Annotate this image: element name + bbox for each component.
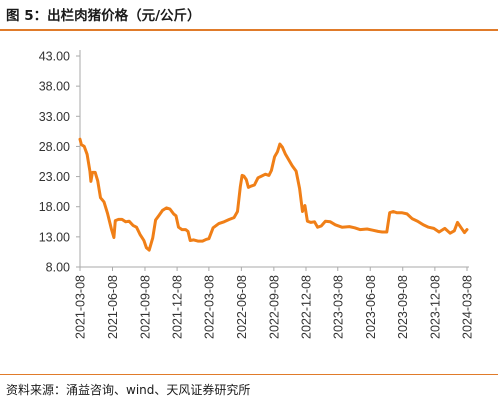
x-tick-label: 2021-09-08 (138, 275, 152, 339)
x-tick-label: 2021-06-08 (106, 275, 120, 339)
x-tick-label: 2023-03-08 (331, 275, 345, 339)
x-tick-label: 2022-12-08 (299, 275, 313, 339)
x-axis: 2021-03-08 2021-06-08 2021-09-08 2021-12-08… (74, 266, 475, 339)
y-tick-label: 28.00 (39, 140, 70, 154)
y-tick-label: 43.00 (39, 50, 70, 64)
x-tick-label: 2023-06-08 (364, 275, 378, 339)
source-divider (0, 374, 498, 375)
x-tick-label: 2022-09-08 (267, 275, 281, 339)
y-tick-label: 38.00 (39, 80, 70, 94)
title-divider (0, 29, 498, 31)
x-tick-label: 2021-03-08 (74, 275, 88, 339)
figure-title: 图 5：出栏肉猪价格（元/公斤） (6, 8, 201, 24)
y-tick-label: 13.00 (39, 230, 70, 244)
y-tick-label: 33.00 (39, 110, 70, 124)
x-tick-label: 2022-06-08 (235, 275, 249, 339)
x-tick-label: 2023-09-08 (396, 275, 410, 339)
x-tick-label: 2024-03-08 (461, 275, 475, 339)
y-axis: 8.00 13.00 18.00 23.00 28.00 33.00 38.00 43.00 (39, 50, 81, 275)
x-tick-label: 2023-12-08 (428, 275, 442, 339)
plot-area (78, 137, 469, 252)
x-tick-label: 2022-03-08 (202, 275, 216, 339)
y-tick-label: 23.00 (39, 170, 70, 184)
price-series-line (78, 137, 469, 252)
source-note: 资料来源：涌益咨询、wind、天风证券研究所 (6, 383, 251, 397)
x-tick-label: 2021-12-08 (171, 275, 185, 339)
y-tick-label: 18.00 (39, 200, 70, 214)
y-tick-label: 8.00 (46, 261, 70, 275)
